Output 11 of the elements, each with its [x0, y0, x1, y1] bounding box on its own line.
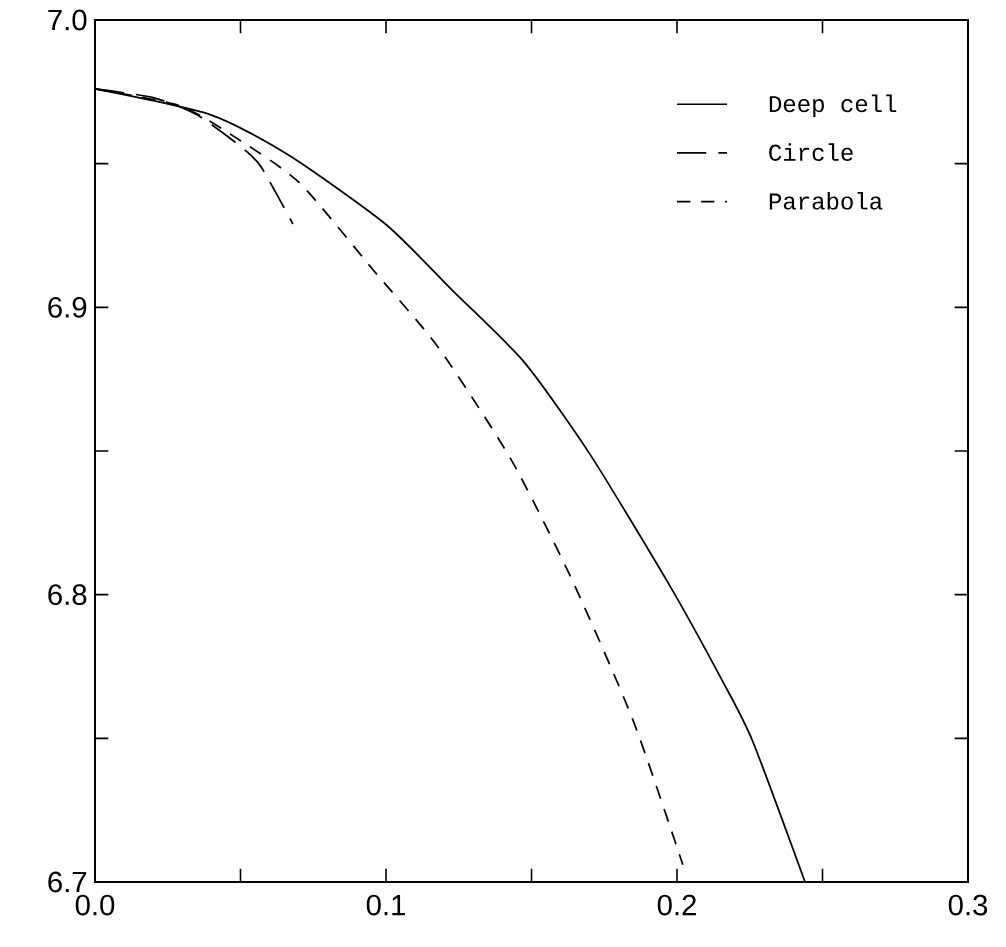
legend-label: Parabola [769, 192, 883, 210]
legend-label: Deep cell [769, 94, 897, 117]
y-tick-label: 6.8 [48, 584, 87, 606]
x-tick-label: 0.3 [948, 894, 988, 916]
y-tick-label: 6.7 [48, 871, 87, 893]
y-tick-label: 6.9 [48, 296, 87, 318]
x-tick-label: 0.1 [366, 894, 405, 916]
x-tick-label: 0.0 [75, 894, 115, 916]
x-tick-label: 0.2 [657, 894, 696, 916]
legend-label: Circle [769, 143, 853, 161]
y-tick-label: 7.0 [48, 9, 87, 31]
